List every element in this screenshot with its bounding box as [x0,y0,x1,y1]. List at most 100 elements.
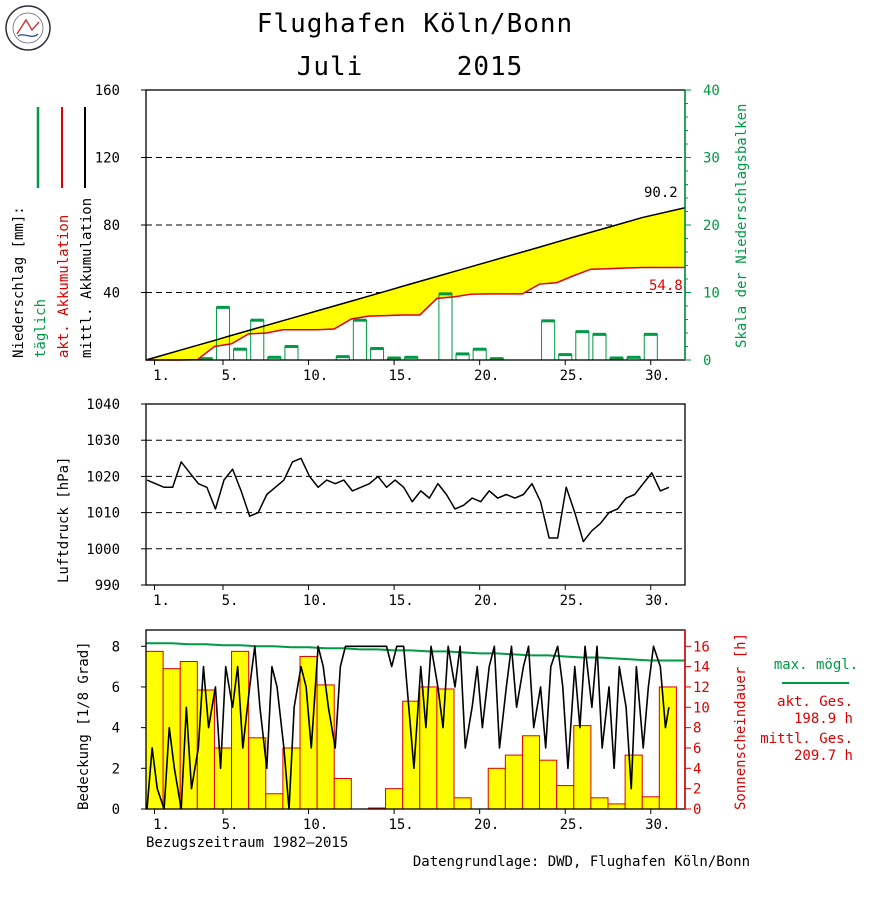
y-tick-label: 8 [112,639,120,655]
sunshine-bar [607,803,626,810]
y-tick-label: 990 [95,578,120,594]
legend-daily-label: täglich [33,299,49,358]
sunshine-bar [556,785,575,810]
x-tick-label: 20. [474,368,499,384]
y-tick-label: 1000 [86,542,120,558]
daily-precip-bar [352,319,367,361]
right-tick-label: 4 [693,761,701,777]
sunshine-bar [213,747,233,810]
sunshine-bar [453,797,472,810]
daily-precip-bar-cap [199,357,213,361]
right-tick-label: 8 [693,721,701,737]
mean-accumulation-line [145,207,686,361]
sunshine-right-axis-label: Sonnenscheindauer [h] [733,633,749,810]
right-tick-label: 20 [703,218,720,234]
y-tick-label: 2 [112,761,120,777]
sunshine-bar [521,735,541,810]
daily-precip-bar-cap [267,355,281,359]
daily-precip-bar-cap [438,292,452,296]
daily-precip-bar [233,348,248,361]
x-tick-label: 15. [388,593,413,609]
daily-precip-bar-cap [353,318,367,322]
x-tick-label: 30. [645,817,670,833]
daily-precip-bar-cap [387,356,401,360]
daily-precip-bar [575,331,590,361]
daily-precip-bar-cap [627,355,641,359]
right-tick-label: 40 [703,83,720,99]
mean-accumulation-end-label: 90.2 [644,185,678,201]
daily-precip-bar [284,346,299,361]
mean-total-value: 209.7 h [794,748,853,764]
chart-title: Flughafen Köln/Bonn [257,9,573,39]
daily-precip-bar-cap [456,352,470,356]
y-tick-label: 0 [112,802,120,818]
sunshine-bar [487,767,506,810]
legend-mean-label: mittl. Akkumulation [79,198,95,358]
sunshine-bar [316,684,335,810]
daily-precip-bar [541,320,556,361]
daily-precip-bar-cap [473,347,487,351]
daily-precip-bar-cap [541,319,555,323]
data-source: Datengrundlage: DWD, Flughafen Köln/Bonn [413,854,750,870]
right-tick-label: 2 [693,782,701,798]
x-tick-label: 20. [474,817,499,833]
x-tick-label: 15. [388,817,413,833]
precip-y-label: Niederschlag [mm]: [11,206,27,358]
y-tick-label: 40 [103,286,120,302]
x-tick-label: 25. [560,368,585,384]
mean-total-label: mittl. Ges. [760,731,853,747]
y-tick-label: 120 [95,151,120,167]
daily-precip-bar-cap [284,345,298,348]
right-tick-label: 10 [693,700,710,716]
sunshine-bar [333,777,352,810]
daily-precip-bar [438,293,453,361]
x-tick-label: 10. [303,593,328,609]
x-tick-label: 25. [560,593,585,609]
daily-precip-bar-cap [404,355,418,359]
y-tick-label: 160 [95,83,120,99]
right-tick-label: 0 [703,353,711,369]
sunshine-bar [419,686,438,810]
sunshine-bar [299,655,318,810]
sunshine-bar [641,796,660,810]
actual-total-label: akt. Ges. [777,694,853,710]
right-tick-label: 14 [693,660,710,676]
x-tick-label: 1. [153,817,170,833]
sunshine-bar [265,793,284,810]
pressure-y-label: Luftdruck [hPa] [56,457,72,583]
x-tick-label: 5. [222,368,239,384]
daily-precip-bar-cap [610,356,624,360]
daily-precip-bar-cap [336,355,350,359]
daily-precip-bar-cap [490,357,504,361]
right-tick-label: 16 [693,639,710,655]
sunshine-bar [248,737,267,810]
sunshine-bar [573,725,592,810]
y-tick-label: 6 [112,680,120,696]
sunshine-bar [385,788,404,810]
sunshine-bar [624,754,643,810]
daily-precip-bar-cap [575,330,589,334]
daily-precip-bar [215,306,231,361]
x-tick-label: 20. [474,593,499,609]
y-tick-label: 1020 [86,469,120,485]
precip-right-axis-label: Skala der Niederschlagsbalken [734,104,750,348]
sunshine-bar [590,797,609,810]
sunshine-bar [231,650,250,810]
chart-month: Juli [297,52,364,82]
daily-precip-bar-cap [592,332,606,336]
pressure-frame [145,403,686,586]
daily-precip-bar [643,333,658,361]
daily-precip-bar-cap [250,318,264,322]
max-possible-label: max. mögl. [774,657,858,673]
x-tick-label: 1. [153,368,170,384]
x-tick-label: 30. [645,593,670,609]
right-tick-label: 6 [693,741,701,757]
daily-precip-bar-cap [370,347,384,351]
x-tick-label: 10. [303,817,328,833]
sunshine-bar [539,759,558,810]
pressure-panel: 990 1000 1010 1020 1030 1040 1. 5. 10. 15. 20. 25.… [56,397,686,609]
right-tick-label: 0 [693,802,701,818]
y-tick-label: 80 [103,218,120,234]
chart-year: 2015 [457,52,524,82]
right-tick-label: 12 [693,680,710,696]
